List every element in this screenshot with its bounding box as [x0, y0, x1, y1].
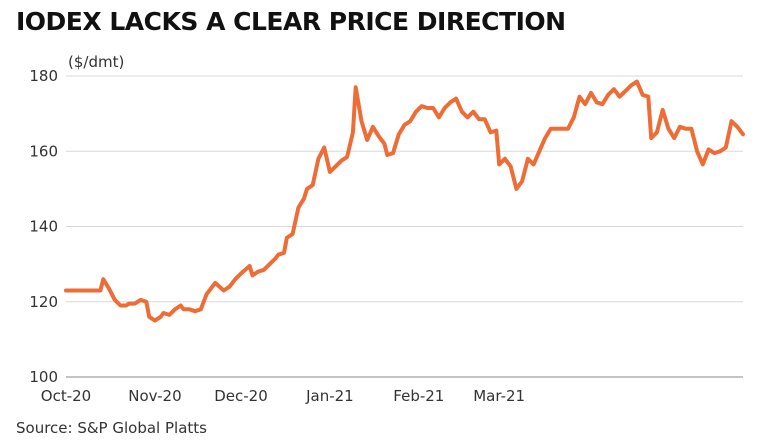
- source-note: Source: S&P Global Platts: [16, 419, 207, 437]
- y-tick-label: 180: [29, 67, 58, 85]
- y-tick-label: 160: [29, 142, 58, 160]
- x-tick-label: Dec-20: [214, 387, 268, 405]
- x-tick-label: Jan-21: [305, 387, 354, 405]
- gridlines: [66, 75, 743, 303]
- y-axis-tick-labels: 100 120 140 160 180: [29, 67, 58, 386]
- y-tick-label: 140: [29, 218, 58, 236]
- price-series-line: [64, 79, 745, 323]
- x-tick-label: Nov-20: [128, 387, 181, 405]
- chart-title: IODEX LACKS A CLEAR PRICE DIRECTION: [16, 7, 566, 36]
- y-axis-unit-label: ($/dmt): [68, 53, 124, 71]
- x-axis-tick-labels: Oct-20 Nov-20 Dec-20 Jan-21 Feb-21 Mar-21: [41, 387, 525, 405]
- x-tick-label: Oct-20: [41, 387, 91, 405]
- x-tick-label: Feb-21: [393, 387, 444, 405]
- y-tick-label: 100: [29, 368, 58, 386]
- x-tick-label: Mar-21: [473, 387, 525, 405]
- y-tick-label: 120: [29, 293, 58, 311]
